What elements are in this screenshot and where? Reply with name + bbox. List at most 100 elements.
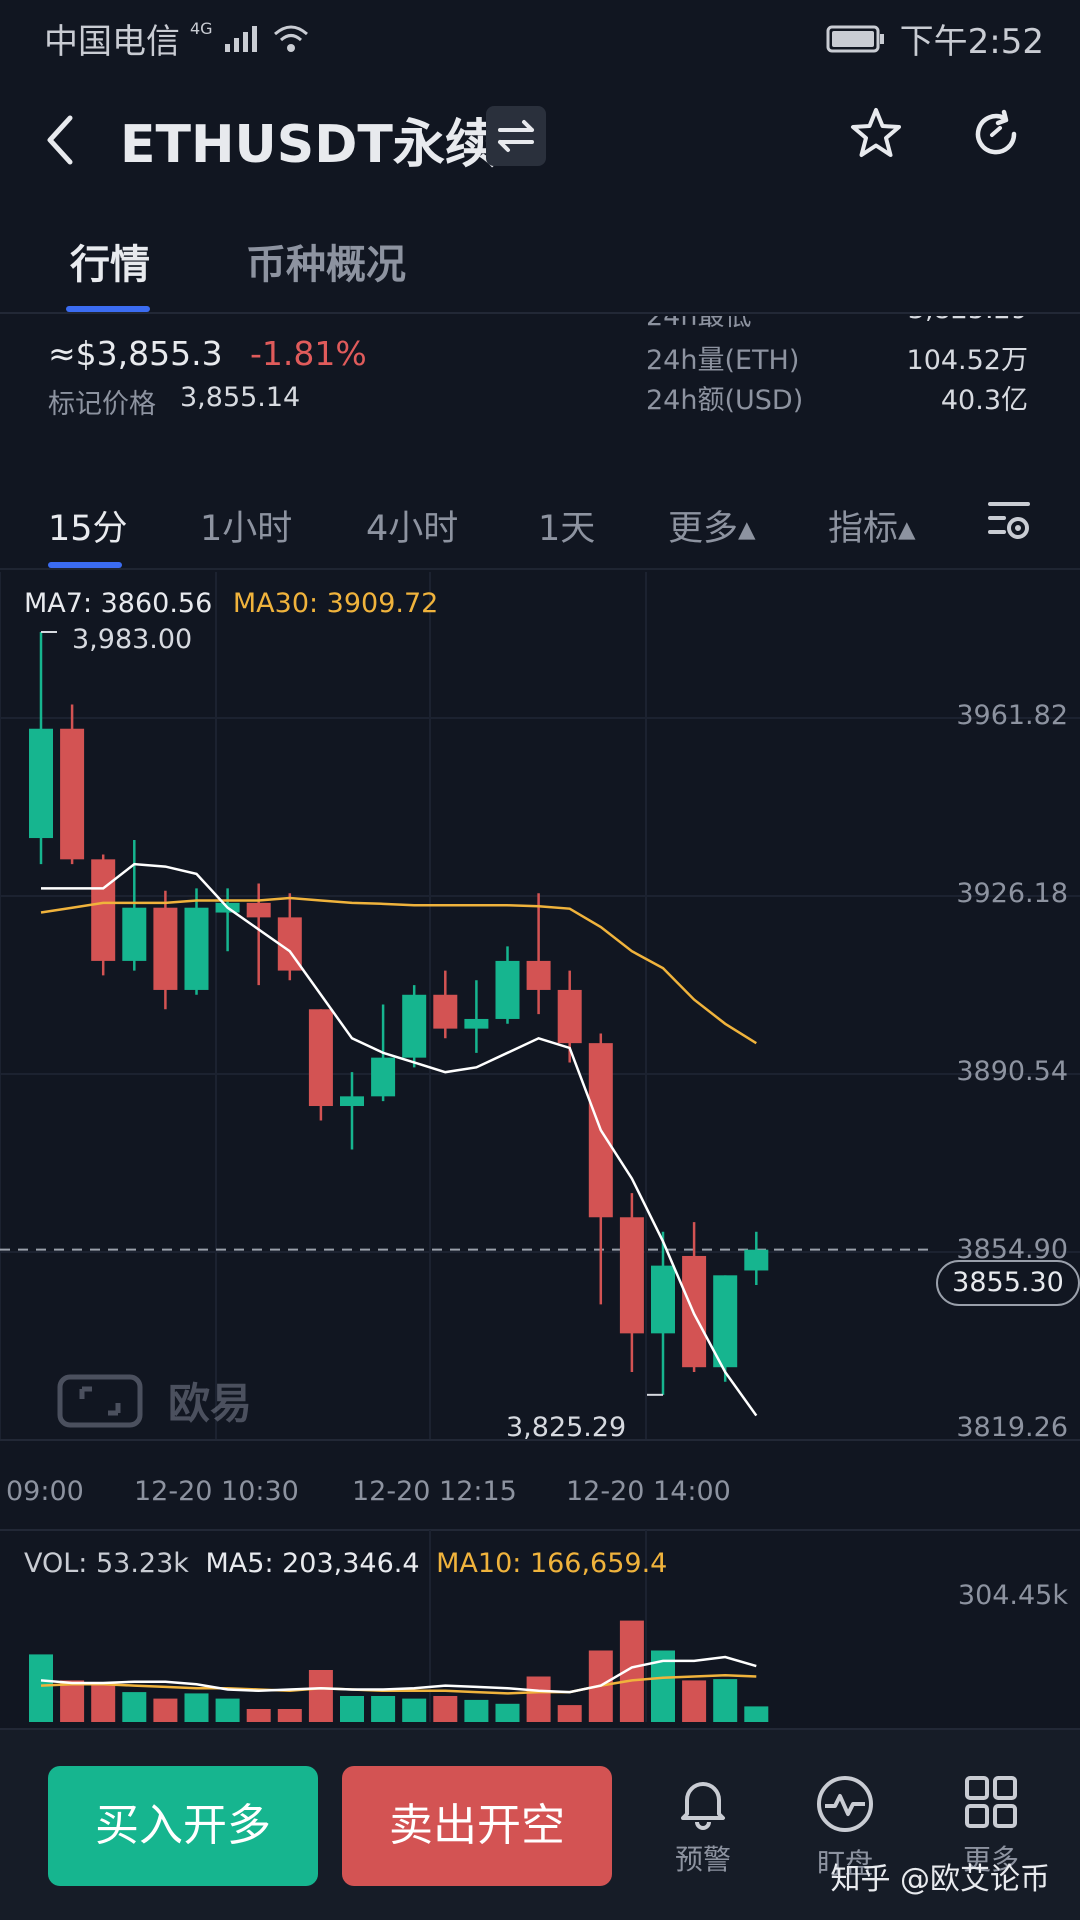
volume-axis-max: 304.45k [957,1580,1068,1611]
star-icon[interactable] [846,104,906,164]
clock: 下午2:52 [899,22,1044,62]
candle-body [340,1096,364,1107]
volume-bar [371,1696,396,1722]
status-left: 中国电信 4G [44,14,309,63]
nav-watch-label: 盯盘 [816,1847,873,1880]
bottom-bar: 买入开多 卖出开空 预警 盯盘 更多 知乎 @欧艾论币 [0,1728,1080,1920]
chart-settings-icon[interactable] [986,498,1032,544]
nav-alert[interactable]: 预警 [648,1774,758,1878]
nav-watch[interactable]: 盯盘 [790,1774,900,1882]
tf-more[interactable]: 更多▴ [668,509,756,549]
stat-turnover-label: 24h额(USD) [646,385,804,416]
volume-bar [277,1709,302,1722]
mark-price-label: 标记价格 [48,389,156,420]
volume-ma10-line [40,1673,757,1695]
volume-bar [29,1654,53,1722]
volume-bar [495,1703,520,1722]
status-bar: 中国电信 4G 下午2:52 [0,0,1080,74]
volume-bar [60,1680,85,1722]
high-price-label: 3,983.00 [72,624,193,655]
battery-icon [826,25,884,52]
volume-bar [246,1709,271,1722]
candle-body [402,994,427,1058]
candle-body [91,859,116,961]
stat-low-label: 24h最低 [646,316,752,332]
change-percent: -1.81% [250,334,367,373]
tf-1d[interactable]: 1天 [538,509,596,549]
volume-bar [184,1693,209,1722]
volume-bar [153,1698,178,1722]
price-axis-tick: 3926.18 [956,878,1068,909]
tf-4h[interactable]: 4小时 [366,509,459,549]
candle-body [308,1009,333,1107]
back-button[interactable] [40,110,80,170]
candle-body [557,989,582,1044]
header: ETHUSDT永续 [0,74,1080,204]
swap-arrows-icon[interactable] [486,106,546,166]
price-axis-tick: 3890.54 [956,1056,1068,1087]
price-axis-tick: 3961.82 [956,700,1068,731]
expand-icon [57,1374,143,1427]
candlestick-chart[interactable] [0,572,1080,1722]
time-axis-tick: 12-20 10:30 [134,1476,299,1507]
tf-1h[interactable]: 1小时 [200,509,293,549]
price-axis-tick: 3819.26 [956,1412,1068,1443]
tf-indicators[interactable]: 指标▴ [828,509,916,549]
nav-more[interactable]: 更多 [936,1774,1046,1878]
candle-body [495,960,520,1019]
volume-bar [713,1679,738,1722]
buy-long-button[interactable]: 买入开多 [48,1766,318,1886]
volume-bar [682,1680,707,1722]
signal-icon [224,25,257,52]
volume-bar [215,1698,240,1722]
vol-ma10-legend: MA10: 166,659.4 [436,1548,668,1579]
network-label: 4G [190,19,213,38]
zhihu-watermark: 知乎 @欧艾论币 [830,1862,1050,1897]
tab-underline [66,306,150,312]
candle-body [371,1057,396,1097]
last-price: ≈$3,855.3 [48,334,223,373]
ma-legend: MA7: 3860.56 MA30: 3909.72 [24,588,438,619]
candle-body [246,902,271,918]
ma7-legend: MA7: 3860.56 [24,588,213,619]
volume-ma5-line [40,1655,757,1694]
price-axis-tick: 3854.90 [956,1234,1068,1265]
candle-body [153,907,178,990]
tab-market[interactable]: 行情 [70,242,150,288]
price-summary: ≈$3,855.3 -1.81% 标记价格 3,855.14 24h最低 3,8… [0,316,1080,446]
volume-legend: VOL: 53.23k MA5: 203,346.4 MA10: 166,659… [24,1548,667,1579]
volume-bar [744,1706,769,1722]
volume-bar [91,1683,116,1722]
vol-ma5-legend: MA5: 203,346.4 [205,1548,420,1579]
stat-turnover-value: 40.3亿 [940,385,1028,416]
mark-price-value: 3,855.14 [180,382,301,413]
grid-icon [965,1776,1017,1828]
wifi-icon [273,25,308,52]
candle-body [464,1018,489,1029]
time-axis-tick: 12-20 14:00 [566,1476,731,1507]
candle-body [122,907,147,961]
nav-more-label: 更多 [962,1843,1019,1876]
ma30-legend: MA30: 3909.72 [232,588,439,619]
candle-body [619,1217,644,1334]
tab-coin-overview[interactable]: 币种概况 [246,242,406,288]
pulse-icon [817,1776,873,1832]
chart-area[interactable]: MA7: 3860.56 MA30: 3909.72 3,983.00 3,82… [0,572,1080,1722]
candle-body [184,907,209,990]
volume-bar [122,1692,147,1722]
page-title: ETHUSDT永续 [120,115,497,175]
tf-15m[interactable]: 15分 [48,509,128,549]
low-price-label: 3,825.29 [506,1412,627,1443]
stat-low-value: 3,825.29 [908,316,1028,325]
candle-body [713,1275,738,1368]
refresh-icon[interactable] [966,104,1026,164]
volume-bar [340,1696,364,1722]
sell-short-button[interactable]: 卖出开空 [342,1766,612,1886]
time-axis-tick: 12-20 12:15 [352,1476,517,1507]
nav-alert-label: 预警 [674,1843,731,1876]
candle-body [526,960,551,990]
stat-volume-label: 24h量(ETH) [646,345,800,376]
top-tabs: 行情 币种概况 [0,204,1080,314]
tf-underline [48,562,122,568]
ma7-line [41,862,758,1417]
